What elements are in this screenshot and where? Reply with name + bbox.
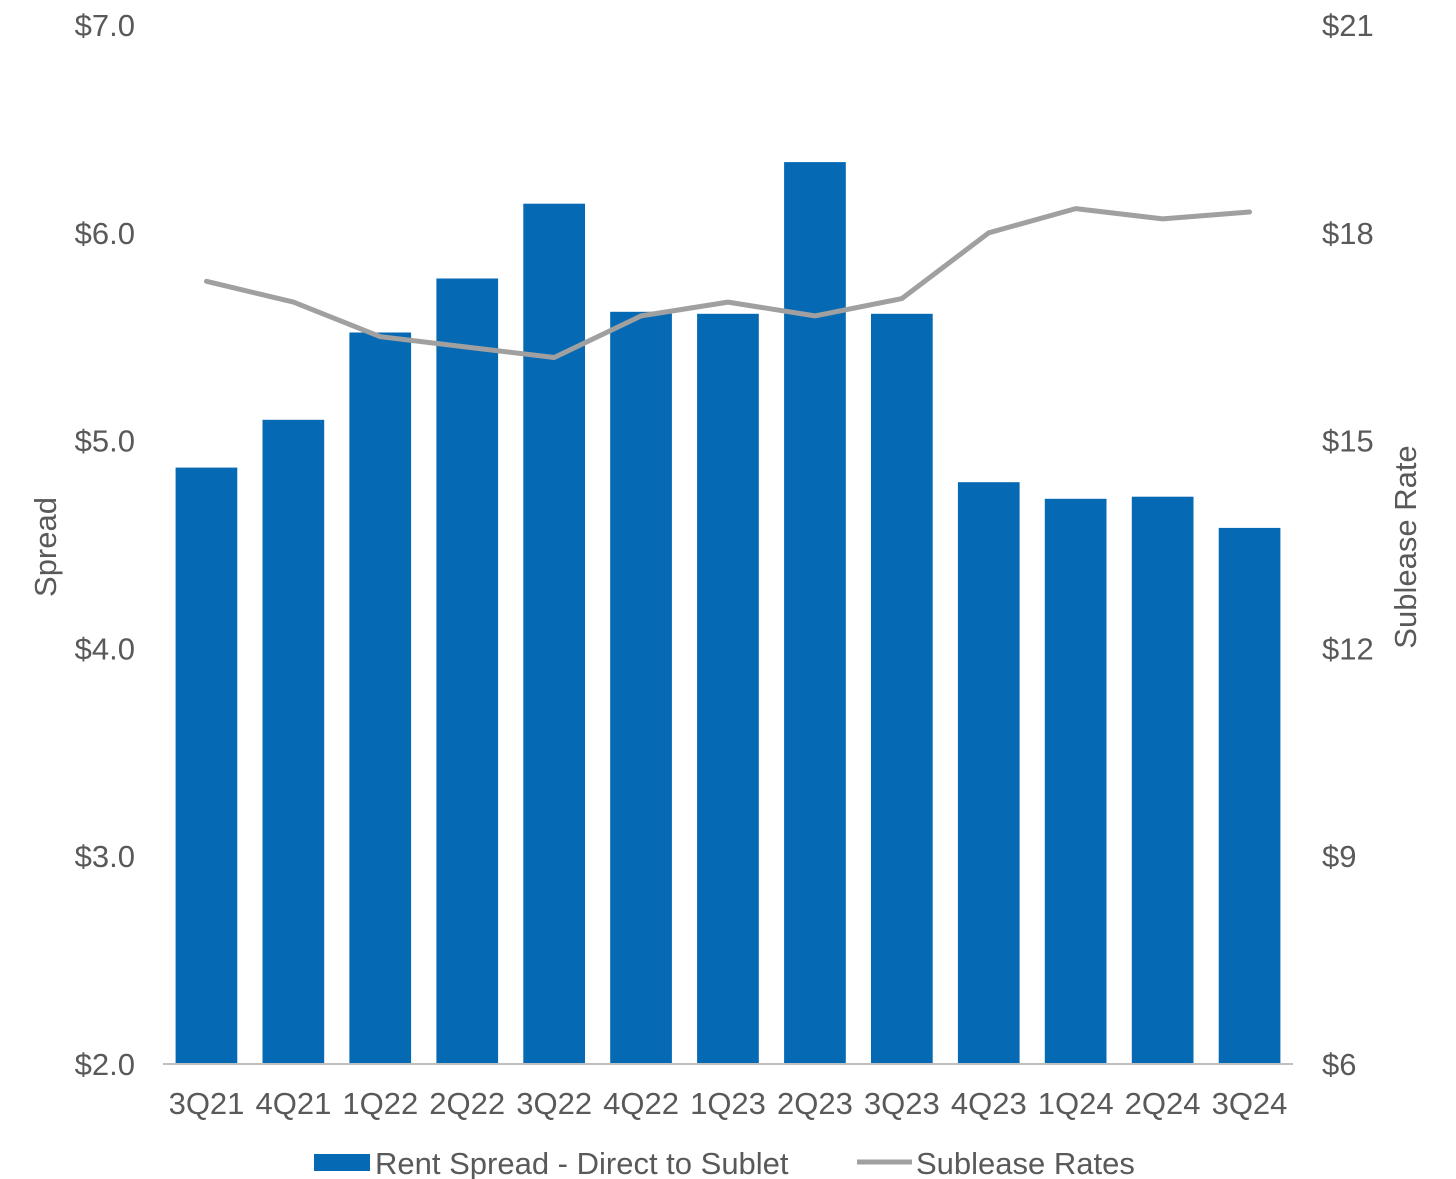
bar-4Q23 [957, 482, 1020, 1064]
left-tick-label: $4.0 [75, 631, 135, 666]
left-tick-label: $2.0 [75, 1047, 135, 1082]
x-tick-label: 1Q24 [1038, 1086, 1114, 1121]
x-axis-ticks: 3Q21 4Q21 1Q22 2Q22 3Q22 4Q22 1Q23 2Q23 3Q23 4Q23… [169, 1086, 1288, 1121]
right-tick-label: $9 [1322, 839, 1356, 874]
x-tick-label: 3Q21 [169, 1086, 245, 1121]
bar-3Q24 [1218, 527, 1281, 1064]
x-tick-label: 3Q23 [864, 1086, 940, 1121]
bar-2Q22 [436, 278, 499, 1064]
bar-1Q22 [349, 332, 412, 1064]
bar-2Q23 [784, 162, 846, 1065]
right-tick-label: $6 [1322, 1047, 1356, 1082]
left-tick-label: $7.0 [75, 8, 135, 43]
legend-label-sublease-rates: Sublease Rates [916, 1146, 1135, 1179]
bar-4Q21 [262, 419, 325, 1064]
bar-2Q24 [1131, 496, 1194, 1064]
x-tick-label: 3Q22 [516, 1086, 592, 1121]
left-tick-label: $5.0 [75, 424, 135, 459]
x-tick-label: 2Q24 [1125, 1086, 1201, 1121]
left-tick-label: $6.0 [75, 216, 135, 251]
left-axis-title: Spread [28, 497, 63, 597]
right-axis-ticks: $6 $9 $12 $15 $18 $21 [1322, 8, 1374, 1082]
right-tick-label: $12 [1322, 631, 1374, 666]
right-tick-label: $21 [1322, 8, 1374, 43]
legend-label-rent-spread: Rent Spread - Direct to Sublet [375, 1146, 789, 1179]
bar-3Q23 [871, 313, 933, 1064]
legend-swatch-rent-spread [314, 1154, 370, 1171]
x-tick-label: 3Q24 [1212, 1086, 1288, 1121]
bar-4Q22 [610, 311, 672, 1064]
line-series-sublease-rates [204, 206, 1252, 360]
x-tick-label: 4Q22 [603, 1086, 679, 1121]
x-tick-label: 4Q21 [255, 1086, 331, 1121]
right-tick-label: $18 [1322, 216, 1374, 251]
x-tick-label: 1Q23 [690, 1086, 766, 1121]
x-tick-label: 4Q23 [951, 1086, 1027, 1121]
x-tick-label: 2Q22 [429, 1086, 505, 1121]
bar-series-rent-spread [175, 162, 1281, 1065]
right-tick-label: $15 [1322, 424, 1374, 459]
left-tick-label: $3.0 [75, 839, 135, 874]
x-tick-label: 2Q23 [777, 1086, 853, 1121]
legend: Rent Spread - Direct to Sublet Sublease … [314, 1146, 1135, 1179]
x-tick-label: 1Q22 [342, 1086, 418, 1121]
left-axis-ticks: $2.0 $3.0 $4.0 $5.0 $6.0 $7.0 [75, 8, 135, 1082]
bar-1Q24 [1044, 498, 1107, 1064]
bar-3Q21 [175, 467, 238, 1065]
bar-1Q23 [697, 313, 759, 1064]
bar-3Q22 [523, 203, 585, 1064]
right-axis-title: Sublease Rate [1388, 445, 1423, 648]
